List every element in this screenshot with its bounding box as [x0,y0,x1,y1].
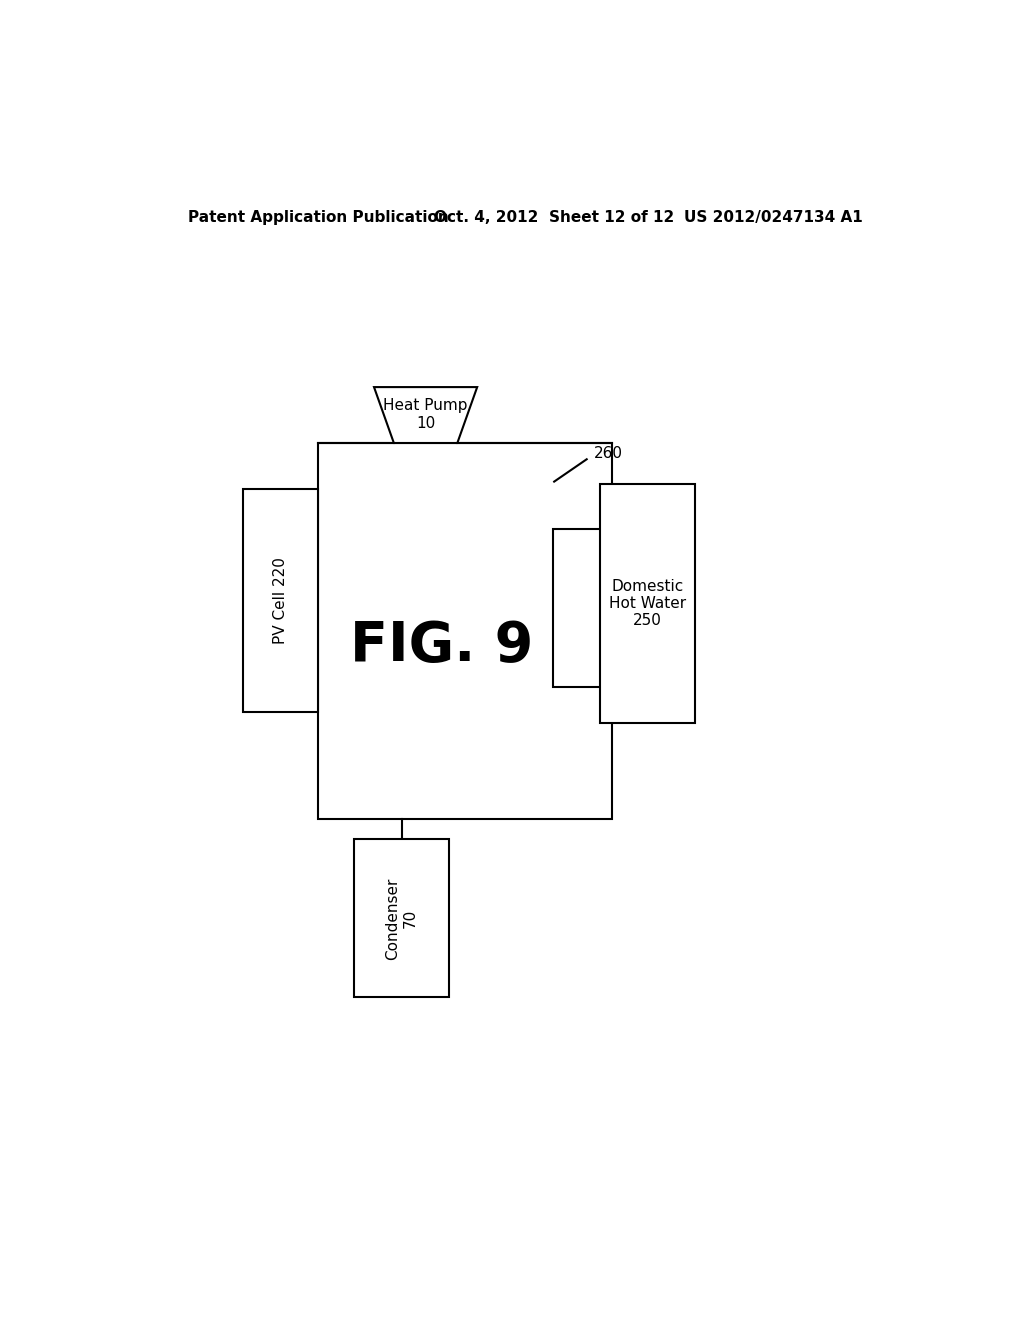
Bar [600,483,695,722]
Bar [553,529,604,686]
Bar [354,840,450,997]
Text: US 2012/0247134 A1: US 2012/0247134 A1 [684,210,862,224]
Text: Oct. 4, 2012: Oct. 4, 2012 [433,210,538,224]
Polygon shape [374,387,477,444]
Bar [243,488,318,713]
Text: Condenser
70: Condenser 70 [386,878,418,960]
Text: PV Cell 220: PV Cell 220 [273,557,289,644]
Bar [318,444,612,818]
Text: Patent Application Publication: Patent Application Publication [187,210,449,224]
Text: FIG. 9: FIG. 9 [350,619,534,673]
Text: Domestic
Hot Water
250: Domestic Hot Water 250 [609,578,686,628]
Text: Sheet 12 of 12: Sheet 12 of 12 [549,210,674,224]
Text: 260: 260 [594,446,623,461]
Text: Heat Pump
10: Heat Pump 10 [383,399,468,430]
